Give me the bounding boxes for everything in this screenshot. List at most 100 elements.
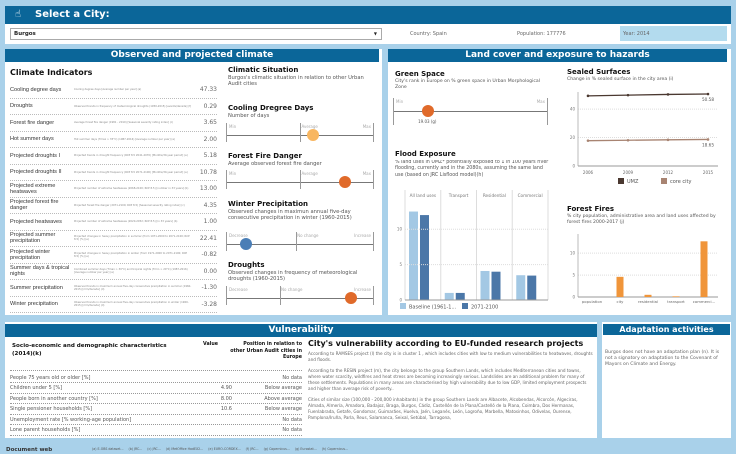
forest-fires-desc: % city population, administrative area a…	[567, 214, 716, 225]
flood-bar	[516, 275, 526, 300]
indicator-value: 22.41	[199, 234, 217, 242]
row-value: 10.6	[220, 406, 232, 412]
green-space-value: 19.03 (g)	[418, 119, 437, 124]
indicator-desc: Observed trends in maximum annual five-d…	[74, 301, 189, 308]
category-label: transport	[667, 299, 685, 304]
land-panel	[388, 49, 731, 315]
indicator-value: -0.82	[201, 251, 217, 259]
table-row: People born in another country [%] 8.00 Ab…	[10, 394, 302, 404]
indicator-row: Summer precipitation Observed trends in m…	[10, 280, 217, 297]
climate-slider: Decrease No change Increase	[226, 286, 374, 305]
slider-marker	[240, 238, 253, 250]
table-divider	[10, 370, 302, 371]
series-line	[587, 93, 709, 97]
flood-bar	[455, 292, 465, 300]
indicator-desc: Projected number of extreme heatwaves (2…	[74, 220, 178, 224]
x-tick-label: 2012	[663, 170, 674, 175]
indicator-name: Projected winter precipitation	[10, 248, 51, 261]
category-label: city	[617, 299, 625, 304]
indicator-row: Summer days & tropical nights Combined su…	[10, 264, 217, 280]
flood-exposure-title: Flood Exposure	[395, 150, 456, 158]
research-paragraph: According to the RESIN project (m), the …	[308, 368, 587, 391]
flood-bar	[491, 271, 501, 300]
source-link[interactable]: (b) JRC...	[128, 447, 143, 451]
indicator-name: Droughts	[10, 103, 33, 110]
slider-min-label: Min	[396, 99, 404, 104]
indicator-row: Projected heatwaves Projected number of e…	[10, 214, 217, 231]
flood-bar	[409, 211, 418, 300]
indicator-row: Projected summer precipitation Projected …	[10, 231, 217, 247]
legend-swatch	[661, 178, 667, 184]
data-point	[666, 138, 670, 142]
flood-bar	[420, 215, 429, 300]
indicator-name: Winter precipitation	[10, 301, 58, 308]
city-select[interactable]: Burgos ▼	[10, 28, 382, 40]
vulnerability-title: Vulnerability	[5, 324, 597, 337]
indicator-desc: Combined summer days (Tmax > 30°C) and t…	[74, 268, 188, 275]
slider-desc: Observed changes in maximun annual five-…	[228, 209, 352, 221]
col-value: Value	[203, 342, 218, 347]
adaptation-panel	[602, 322, 731, 438]
row-value: 4.90	[220, 385, 232, 391]
country-label: Country: Spain	[410, 31, 447, 37]
fire-bar	[644, 294, 652, 297]
indicator-row: Projected forest fire danger Projected fo…	[10, 198, 217, 214]
research-paragraph: Cities of similar size (100,000 - 200,00…	[308, 397, 578, 420]
table-row: Unemployment rate [% working-age populat…	[10, 415, 302, 425]
row-name: People 75 years old or older [%]	[10, 374, 91, 381]
indicator-name: Projected extreme heatwaves	[10, 182, 56, 195]
row-name: Unemployment rate [% working-age populat…	[10, 416, 132, 423]
flood-exposure-desc: % land uses in UMZ* potentially exposed …	[395, 160, 549, 178]
legend-label: 2071-2100	[471, 305, 498, 311]
indicator-value: -3.28	[201, 300, 217, 308]
indicator-desc: Observed trends in maximum annual five-d…	[74, 284, 192, 291]
legend-label: Baseline (1961-1...	[409, 305, 457, 311]
row-position: Above average	[264, 395, 302, 402]
y-tick-label: 20	[570, 135, 576, 140]
y-tick-label: 0	[572, 164, 575, 169]
data-label: 18.65	[702, 142, 714, 147]
indicator-desc: Projected changes in heavy precipitation…	[74, 235, 190, 242]
source-link[interactable]: (c) JRC...	[147, 447, 161, 451]
source-link[interactable]: (a) E-OBS dataset...	[92, 447, 124, 451]
source-link[interactable]: (g) Copernicus...	[263, 447, 290, 451]
slider-max-label: Max	[536, 99, 545, 104]
research-title: City's vulnerability according to EU-fun…	[308, 339, 584, 348]
category-label: Commercial	[518, 193, 543, 198]
fire-bar	[616, 276, 624, 297]
slider-left-label: Decrease	[229, 287, 248, 292]
header-title: Select a City:	[35, 9, 110, 20]
pointer-icon: ☝	[15, 9, 22, 20]
category-label: Transport	[448, 193, 469, 198]
source-link[interactable]: (d) MetOffice HadEX2...	[165, 447, 204, 451]
legend-swatch	[618, 178, 624, 184]
sealed-surfaces-chart: 0 20 40 2006 2009 2012 2015 50.58 UMZ 18.65 core c…	[570, 92, 718, 185]
slider-marker	[339, 176, 352, 188]
table-row: Children under 5 [%] 4.90 Below average	[10, 384, 302, 394]
source-link[interactable]: (h) Copernicus...	[321, 447, 349, 451]
indicator-desc: Projected forest fire danger (2071-2100;…	[74, 203, 185, 207]
indicator-desc: Observed trends in frequency of meteorol…	[74, 104, 192, 108]
data-point	[666, 93, 670, 96]
source-link[interactable]: (g) Eurostat...	[294, 447, 317, 451]
flood-bar	[527, 275, 537, 300]
document-web-link[interactable]: Document web	[6, 447, 53, 453]
vulnerability-panel	[5, 322, 597, 438]
indicator-name: Forest fire danger	[10, 119, 55, 126]
source-link[interactable]: (f) JRC...	[245, 447, 259, 451]
data-point	[626, 138, 630, 142]
source-link[interactable]: (e) EURO-CORDEX...	[208, 447, 241, 451]
row-position: No data	[282, 416, 302, 423]
row-value: 8.00	[220, 395, 232, 402]
indicator-row: Winter precipitation Observed trends in m…	[10, 297, 217, 313]
series-line	[587, 138, 709, 142]
green-space-slider: Min Max 19.03 (g)	[393, 98, 548, 125]
slider-title: Forest Fire Danger	[228, 152, 303, 160]
indicator-value: -1.30	[201, 284, 217, 292]
indicator-value: 3.65	[203, 119, 217, 127]
row-name: Lone parent households [%]	[10, 427, 81, 433]
green-space-desc: City's rank in Europe on % green space i…	[395, 79, 540, 90]
slider-marker	[345, 292, 358, 304]
data-point	[586, 94, 590, 98]
forest-fires-chart: 0 5 10 population city residential transport co…	[570, 234, 718, 304]
